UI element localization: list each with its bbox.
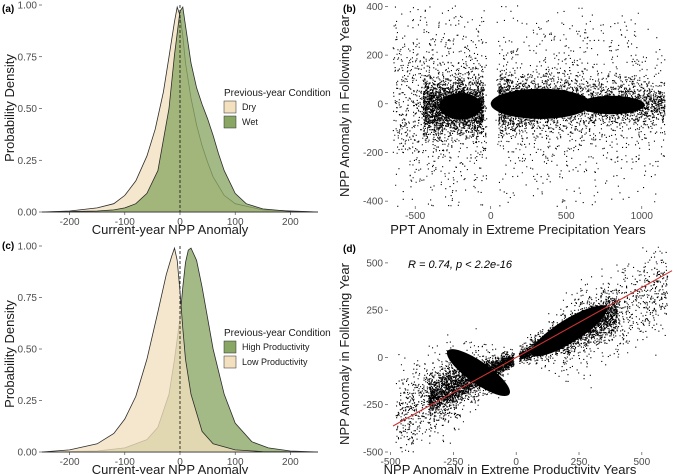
panel-b-plot-area: -400 -200 0 200 400 -500 0 500 1000 bbox=[363, 2, 666, 222]
panel-d-dense-core-1 bbox=[446, 349, 510, 396]
panel-d-y-tick-label: -250 bbox=[363, 400, 383, 411]
panel-a-legend-label-wet: Wet bbox=[242, 117, 258, 127]
panel-d-y-tick-label: 0 bbox=[377, 353, 383, 364]
panel-b-dense-core-1 bbox=[439, 92, 482, 120]
panel-b-y-tick-label: 0 bbox=[377, 99, 383, 110]
panel-d-fit-line bbox=[392, 270, 673, 427]
panel-a-x-tick-label: 100 bbox=[227, 217, 244, 228]
panel-b-y-tick-label: 200 bbox=[366, 51, 383, 62]
panel-a-legend: Previous-year Condition Dry Wet bbox=[223, 88, 331, 129]
panel-a-legend-label-dry: Dry bbox=[242, 102, 256, 112]
panel-a-y-tick-label: 0.75 bbox=[18, 52, 38, 63]
panel-c-y-tick-label: 0.50 bbox=[18, 345, 38, 356]
panel-c-x-axis-label: Current-year NPP Anomaly bbox=[92, 462, 249, 474]
panel-b-y-tick-label: 400 bbox=[366, 2, 383, 13]
panel-d-x-tick-label: -500 bbox=[381, 457, 401, 468]
panel-d-plot-area: -500 -250 0 250 500 -500 -250 0 250 500 bbox=[363, 246, 673, 468]
panel-c-legend: Previous-year Condition High Productivit… bbox=[223, 328, 331, 369]
panel-a-x-tick-label: -100 bbox=[115, 217, 135, 228]
panel-d-label: (d) bbox=[343, 244, 356, 255]
panel-b-dense-core-3 bbox=[578, 95, 645, 115]
panel-d-x-tick-label: 0 bbox=[513, 457, 519, 468]
panel-d-scatter-points-4 bbox=[518, 246, 669, 389]
panel-a-legend-swatch-wet bbox=[223, 115, 237, 129]
panel-b-x-tick-label: 500 bbox=[558, 211, 575, 222]
panel-a-y-tick-label: 0.25 bbox=[18, 156, 38, 167]
panel-c-legend-label-low: Low Productivity bbox=[242, 357, 308, 367]
panel-b-x-tick-label: -500 bbox=[405, 211, 425, 222]
panel-a-y-tick-label: 0.00 bbox=[18, 208, 38, 219]
panel-a-x-axis-label: Current-year NPP Anomaly bbox=[92, 222, 249, 237]
panel-d-y-tick-label: 250 bbox=[366, 306, 383, 317]
panel-d-y-tick-label: 500 bbox=[366, 258, 383, 269]
panel-d-x-tick-label: 500 bbox=[633, 457, 650, 468]
panel-b-y-tick-label: -200 bbox=[363, 148, 383, 159]
panel-c-y-tick-label: 1.00 bbox=[18, 242, 38, 253]
panel-a-legend-swatch-dry bbox=[223, 100, 237, 114]
panel-b: (b) -400 -200 0 200 400 -500 0 500 1000 PPT Anom… bbox=[337, 2, 666, 237]
panel-b-x-tick-label: 1000 bbox=[631, 211, 654, 222]
panel-c-label: (c) bbox=[2, 241, 14, 252]
panel-c-legend-label-high: High Productivity bbox=[242, 342, 310, 352]
panel-d-x-tick-label: -250 bbox=[443, 457, 463, 468]
panel-c: (c) 0.000.250.500.751.00-200 -100 0 100 200 … bbox=[2, 241, 331, 474]
panel-a-plot-area: 0.00 0.25 0.50 0.75 1.00 -200 -100 0 100 200 bbox=[18, 1, 319, 228]
panel-b-y-axis-label: NPP Anomaly in Following Year bbox=[337, 14, 352, 197]
panel-c-x-tick-label: 200 bbox=[282, 457, 299, 468]
panel-c-x-tick-label: 0 bbox=[177, 457, 183, 468]
panel-b-dense-core-2 bbox=[490, 88, 591, 119]
panel-d-x-tick-label: 250 bbox=[571, 457, 588, 468]
panel-b-x-axis-label: PPT Anomaly in Extreme Precipitation Yea… bbox=[390, 222, 646, 237]
panel-a-legend-title: Previous-year Condition bbox=[224, 88, 331, 99]
panel-b-y-tick-label: -400 bbox=[363, 197, 383, 208]
panel-d-scatter-points-3 bbox=[395, 328, 515, 453]
panel-c-y-axis-label: Probability Density bbox=[2, 300, 17, 408]
panel-a-y-axis-label: Probability Density bbox=[2, 54, 17, 162]
panel-d-x-axis-label: NPP Anomaly in Extreme Productivity Year… bbox=[384, 462, 637, 474]
panel-d-y-axis-label: NPP Anomaly in Following Year bbox=[337, 262, 352, 445]
panel-d-correlation-annotation: R = 0.74, p < 2.2e-16 bbox=[408, 259, 513, 271]
panel-a: (a) 0.000.250.500.751.00-200 -100 0 100 200 … bbox=[2, 1, 331, 238]
panel-d: (d) -500 -250 0 250 500 -500 -250 0 250 500 NPP A… bbox=[337, 244, 673, 474]
panel-c-legend-swatch-low bbox=[223, 355, 237, 369]
panel-c-y-tick-label: 0.25 bbox=[18, 396, 38, 407]
panel-a-x-tick-label: 0 bbox=[177, 217, 183, 228]
panel-a-x-tick-label: -200 bbox=[60, 217, 80, 228]
panel-d-y-tick-label: -500 bbox=[363, 448, 383, 459]
panel-c-density-low-productivity bbox=[41, 246, 319, 453]
panel-b-x-tick-label: 0 bbox=[488, 211, 494, 222]
panel-c-x-tick-label: 100 bbox=[227, 457, 244, 468]
panel-c-y-tick-label: 0.75 bbox=[18, 293, 38, 304]
panel-c-x-tick-label: -200 bbox=[60, 457, 80, 468]
panel-a-y-tick-label: 0.50 bbox=[18, 104, 38, 115]
panel-c-x-tick-label: -100 bbox=[115, 457, 135, 468]
panel-c-y-tick-label: 0.00 bbox=[18, 448, 38, 459]
panel-d-dense-core-2 bbox=[531, 305, 607, 357]
panel-a-x-tick-label: 200 bbox=[282, 217, 299, 228]
panel-a-label: (a) bbox=[2, 4, 14, 15]
panel-c-legend-swatch-high bbox=[223, 340, 237, 354]
panel-b-label: (b) bbox=[343, 4, 356, 15]
panel-c-plot-area: 0.00 0.25 0.50 0.75 1.00 -200 -100 0 100 200 bbox=[18, 242, 319, 468]
panel-a-density-wet bbox=[41, 6, 319, 213]
panel-a-y-tick-label: 1.00 bbox=[18, 1, 38, 12]
panel-c-legend-title: Previous-year Condition bbox=[224, 328, 331, 339]
